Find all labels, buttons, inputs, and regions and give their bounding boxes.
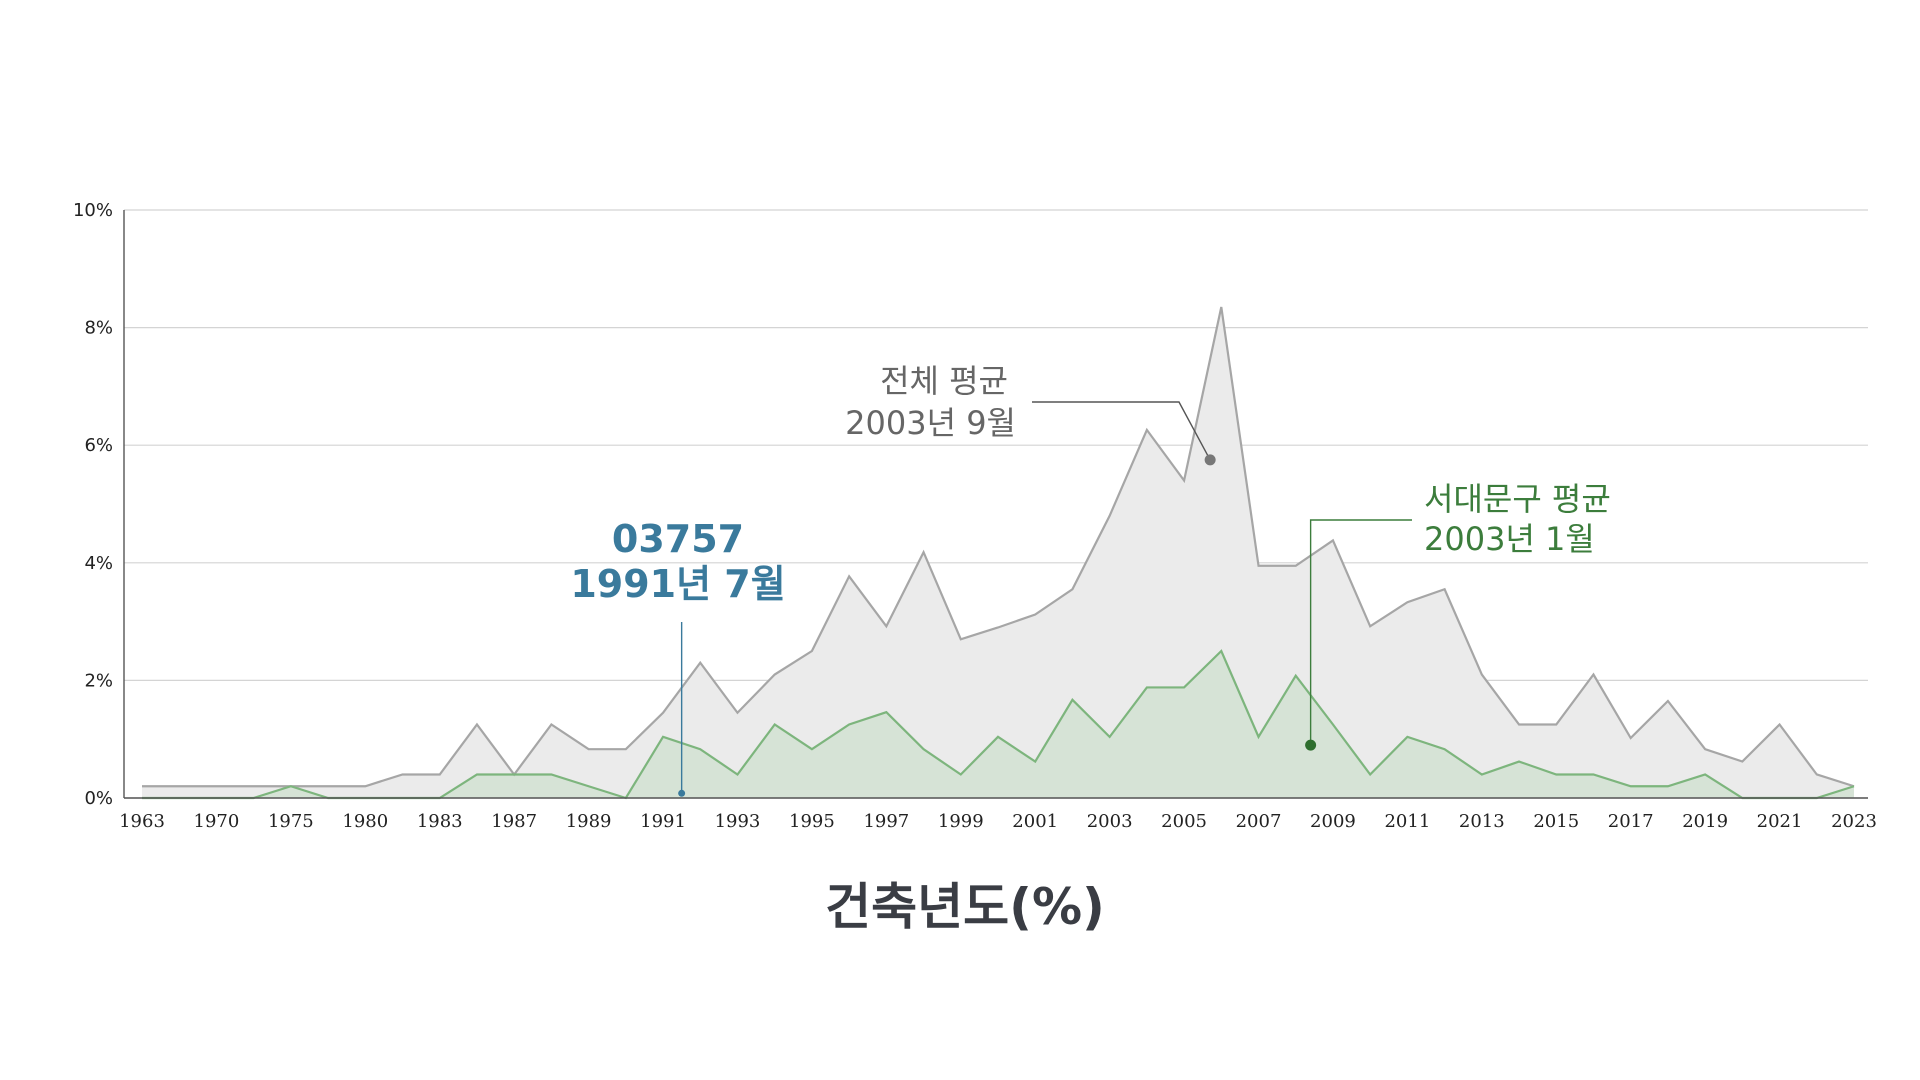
x-tick-label: 1999: [938, 811, 984, 832]
x-tick-label: 1997: [863, 811, 909, 832]
x-tick-label: 1980: [342, 811, 388, 832]
x-tick-label: 2013: [1459, 811, 1505, 832]
x-tick-label: 1991: [640, 811, 686, 832]
x-tick-label: 1975: [268, 811, 314, 832]
x-tick-label: 1963: [119, 811, 165, 832]
total-average-leader: [1032, 401, 1211, 461]
y-tick-label: 4%: [84, 553, 113, 574]
x-tick-label: 2017: [1608, 811, 1654, 832]
x-tick-label: 2011: [1384, 811, 1430, 832]
x-tick-label: 1993: [715, 811, 761, 832]
building-code: 03757: [612, 517, 744, 561]
x-tick-label: 2007: [1236, 811, 1282, 832]
building-date: 1991년 7월: [570, 562, 785, 606]
x-tick-label: 1970: [194, 811, 240, 832]
x-tick-label: 1983: [417, 811, 463, 832]
y-tick-label: 6%: [84, 435, 113, 456]
district-average-title: 서대문구 평균: [1424, 480, 1611, 518]
x-tick-label: 2001: [1012, 811, 1058, 832]
y-tick-label: 10%: [73, 200, 113, 221]
y-tick-label: 2%: [84, 670, 113, 691]
area-layer: [142, 307, 1854, 798]
x-tick-label: 1989: [566, 811, 612, 832]
building-dot: [678, 789, 686, 797]
x-axis-title: 건축년도(%): [825, 878, 1105, 936]
district-average-leader: [1309, 519, 1412, 746]
x-tick-label: 1987: [491, 811, 537, 832]
total-average-date: 2003년 9월: [845, 404, 1016, 442]
x-tick-label: 2019: [1682, 811, 1728, 832]
y-tick-label: 8%: [84, 318, 113, 339]
x-tick-label: 2003: [1087, 811, 1133, 832]
x-tick-label: 2023: [1831, 811, 1877, 832]
y-tick-label: 0%: [84, 788, 113, 809]
district-average-date: 2003년 1월: [1424, 520, 1595, 558]
total-average-dot: [1204, 454, 1216, 466]
series-area-total: [142, 307, 1854, 798]
series-line-total: [142, 306, 1855, 788]
x-tick-label: 2005: [1161, 811, 1207, 832]
x-tick-label: 2015: [1533, 811, 1579, 832]
district-average-dot: [1305, 739, 1317, 751]
x-tick-label: 2009: [1310, 811, 1356, 832]
x-tick-label: 1995: [789, 811, 835, 832]
axis-layer: 0% 2% 4% 6% 8% 10% 1963 1970 1975 1980 1983 1987 198…: [73, 200, 1877, 832]
x-tick-label: 2021: [1757, 811, 1803, 832]
series-area-district: [142, 651, 1854, 798]
total-average-title: 전체 평균: [880, 362, 1008, 400]
